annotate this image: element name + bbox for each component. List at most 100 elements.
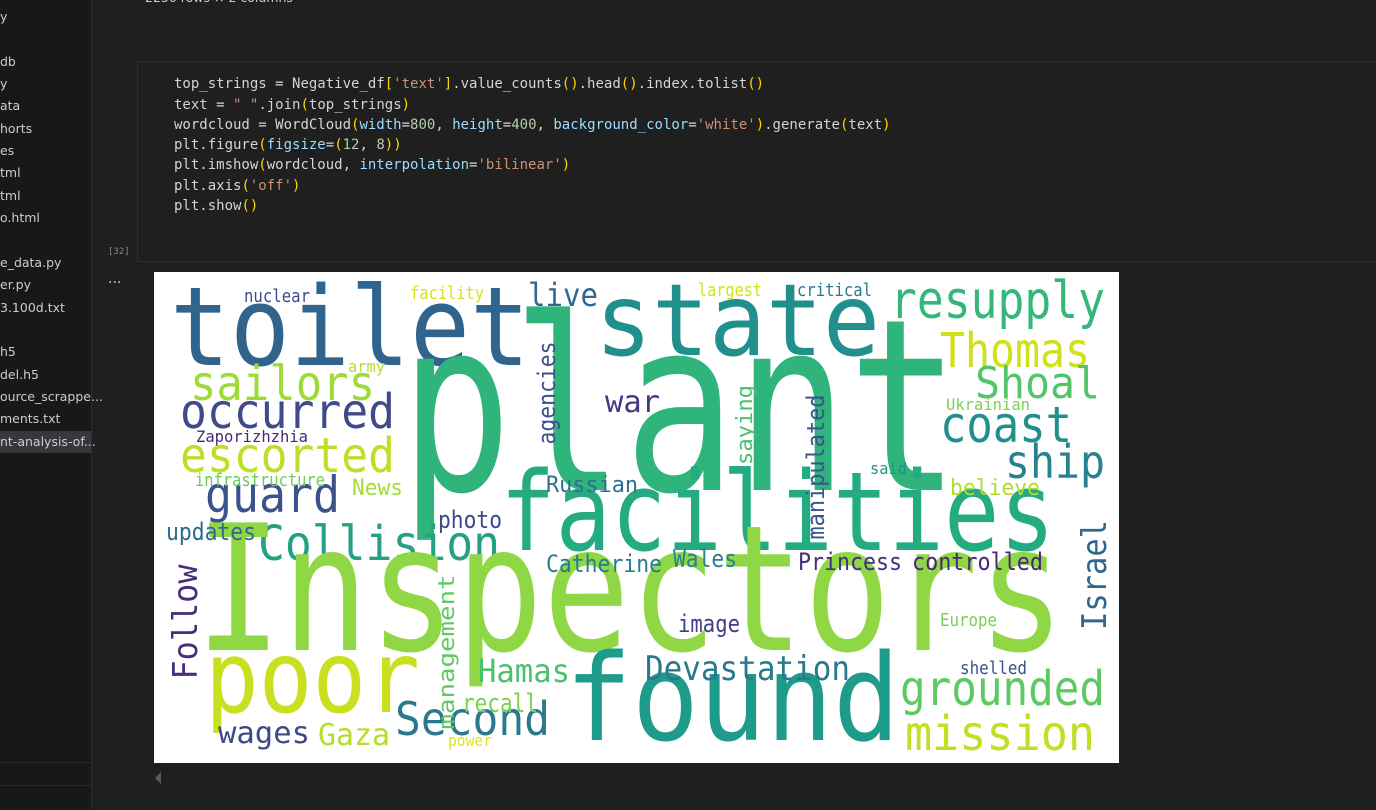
code-token: = [469,157,477,173]
code-token: 400 [511,117,536,133]
cloud-word: believe [950,476,1040,501]
file-item[interactable]: o.html [0,210,40,225]
cloud-word: army [348,357,385,376]
code-token: () [562,76,579,92]
code-token: plt.show [174,198,242,214]
code-token: width [359,117,401,133]
cloud-word: toilet [170,263,530,391]
cloud-word: resupply [890,271,1105,331]
cloud-word: sailors [190,356,375,412]
output-prompt[interactable]: ... [108,271,121,287]
cloud-word: Collision [258,516,500,572]
cloud-word: Follow [166,564,206,679]
cloud-word: Catherine [546,550,662,578]
code-token: , [359,137,376,153]
cloud-word: agencies [533,342,561,445]
sidebar [0,0,91,810]
code-token: = [503,117,511,133]
cloud-word: updates [166,518,256,546]
code-token: height [452,117,503,133]
file-item[interactable]: db [0,54,16,69]
file-item[interactable]: y [0,9,8,24]
cloud-word: Wales [673,545,737,573]
code-token: () [241,198,258,214]
cloud-word: shelled [960,658,1027,679]
code-token: () [621,76,638,92]
code-token: 'bilinear' [477,157,561,173]
cloud-word: Zaporizhzhia [196,427,308,446]
file-item[interactable]: ata [0,98,20,113]
code-token: 8 [376,137,384,153]
cloud-word: Hamas [478,652,570,690]
cloud-word: found [565,630,900,769]
file-item[interactable]: horts [0,121,32,136]
code-token: , [537,117,554,133]
file-item[interactable]: er.py [0,277,32,292]
cloud-word: Ukrainian [946,395,1030,414]
code-token: ( [351,117,359,133]
code-token: () [747,76,764,92]
code-token: ) [292,178,300,194]
code-token: .join [258,97,300,113]
scroll-arrow[interactable] [155,772,161,784]
cloud-word: Devastation [645,649,850,689]
cloud-word: Thomas [940,323,1090,379]
code-token: ) [882,117,890,133]
code-token: interpolation [359,157,469,173]
cloud-word: management [435,575,460,730]
file-item[interactable]: nt-analysis-of... [0,434,96,449]
file-item[interactable]: ments.txt [0,411,60,426]
code-token: text [848,117,882,133]
code-token: Negative_df [292,76,385,92]
code-token: background_color [553,117,688,133]
code-token: = [326,137,334,153]
file-item[interactable]: del.h5 [0,367,39,382]
code-token: [ [385,76,393,92]
file-item[interactable]: e_data.py [0,255,62,270]
code-token: 'off' [250,178,292,194]
code-cell[interactable] [137,61,1376,262]
code-token: WordCloud [275,117,351,133]
cloud-word: image [678,610,740,638]
code-line: top_strings = Negative_df['text'].value_… [174,76,764,92]
code-token: 'white' [697,117,756,133]
cloud-word: Princess [798,548,902,576]
cloud-word: Gaza [318,718,390,753]
file-item[interactable]: ource_scrappe... [0,389,103,404]
cloud-word: facilities [500,448,1055,576]
file-item[interactable]: es [0,143,14,158]
code-token: , [435,117,452,133]
code-token: .generate [764,117,840,133]
code-token: top_strings [174,76,267,92]
code-token: ) [562,157,570,173]
cloud-word: recall [462,689,538,719]
cloud-word: nuclear [244,286,310,307]
code-token: .value_counts [452,76,562,92]
cloud-word: Europe [940,610,997,631]
file-item[interactable]: y [0,76,8,91]
cloud-word: infrastructure [195,470,325,491]
file-item[interactable]: tml [0,165,21,180]
file-item[interactable]: tml [0,188,21,203]
code-token: .index.tolist [638,76,748,92]
cloud-word: manipulated [802,395,830,540]
cloud-word: Russian [546,473,638,498]
file-item[interactable]: h5 [0,344,16,359]
cloud-word: mission [905,706,1095,762]
code-token: " " [233,97,258,113]
file-item[interactable]: 3.100d.txt [0,300,65,315]
cloud-word: power [448,731,492,750]
code-token: = [208,97,233,113]
code-line: plt.imshow(wordcloud, interpolation='bil… [174,157,570,173]
code-line: plt.show() [174,198,258,214]
cloud-word: Inspectors [195,489,1065,692]
code-line: plt.axis('off') [174,178,300,194]
code-token: ( [241,178,249,194]
code-token: ] [444,76,452,92]
code-token: ( [840,117,848,133]
code-token: ) [756,117,764,133]
cloud-word: guard [205,466,340,524]
code-token: ( [258,137,266,153]
